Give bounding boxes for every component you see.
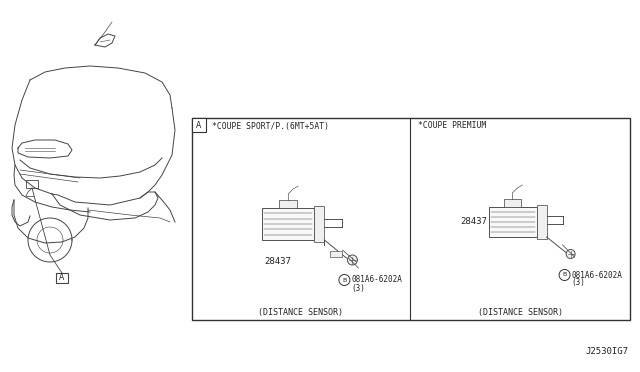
Circle shape bbox=[348, 255, 357, 265]
Text: 28437: 28437 bbox=[461, 218, 488, 227]
Bar bbox=[536, 205, 547, 239]
Bar bbox=[330, 251, 342, 257]
Circle shape bbox=[559, 269, 570, 280]
Text: 28437: 28437 bbox=[264, 257, 291, 266]
Bar bbox=[488, 207, 536, 237]
Text: (DISTANCE SENSOR): (DISTANCE SENSOR) bbox=[259, 308, 344, 317]
Text: 081A6-6202A: 081A6-6202A bbox=[351, 276, 403, 285]
Bar bbox=[279, 200, 297, 208]
Bar bbox=[26, 180, 38, 188]
Text: J2530IG7: J2530IG7 bbox=[585, 347, 628, 356]
Bar bbox=[504, 199, 521, 207]
Text: (3): (3) bbox=[351, 283, 365, 292]
Circle shape bbox=[566, 250, 575, 259]
Text: (3): (3) bbox=[572, 279, 586, 288]
Text: (DISTANCE SENSOR): (DISTANCE SENSOR) bbox=[477, 308, 563, 317]
Circle shape bbox=[339, 275, 350, 285]
Text: *COUPE PREMIUM: *COUPE PREMIUM bbox=[418, 122, 486, 131]
Text: *COUPE SPORT/P.(6MT+5AT): *COUPE SPORT/P.(6MT+5AT) bbox=[212, 122, 329, 131]
Text: B: B bbox=[563, 273, 567, 278]
Bar bbox=[262, 208, 314, 240]
Bar bbox=[314, 206, 324, 242]
Bar bbox=[192, 118, 630, 320]
Bar bbox=[192, 118, 206, 132]
Text: B: B bbox=[342, 278, 346, 282]
Text: 081A6-6202A: 081A6-6202A bbox=[572, 270, 623, 279]
Bar bbox=[56, 273, 68, 283]
Text: A: A bbox=[196, 121, 202, 129]
Text: A: A bbox=[60, 273, 65, 282]
